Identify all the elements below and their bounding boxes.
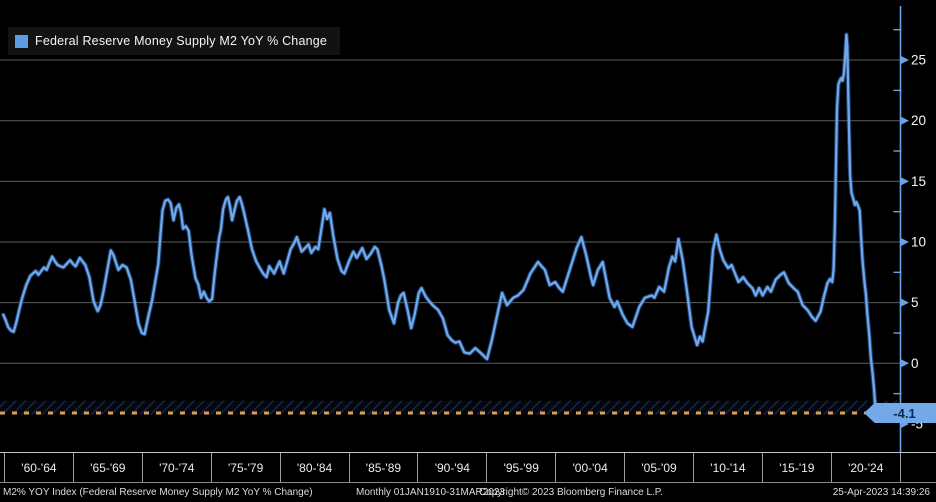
tick-arrow-icon: [900, 298, 909, 308]
x-axis-label: '90-'94: [417, 453, 486, 482]
x-axis-end-divider: [899, 453, 901, 482]
data-period: Monthly 01JAN1910-31MAR2023: [356, 487, 505, 498]
status-bar: M2% YOY Index (Federal Reserve Money Sup…: [0, 484, 936, 502]
y-tick-label: 15: [911, 174, 926, 189]
copyright-notice: Copyright© 2023 Bloomberg Finance L.P.: [479, 487, 663, 498]
y-tick-label: 0: [911, 356, 919, 371]
legend-swatch-icon: [15, 34, 28, 48]
timestamp: 25-Apr-2023 14:39:26: [832, 487, 930, 498]
x-axis-label: '05-'09: [624, 453, 693, 482]
x-axis-label: '65-'69: [72, 453, 142, 482]
y-tick-label: 20: [911, 113, 926, 128]
x-axis-label: '80-'84: [279, 453, 349, 482]
index-description: M2% YOY Index (Federal Reserve Money Sup…: [3, 487, 313, 498]
tick-arrow-icon: [900, 358, 909, 368]
x-axis-label: '85-'89: [348, 453, 418, 482]
tick-arrow-icon: [900, 237, 909, 247]
x-axis-label: '95-'99: [486, 453, 555, 482]
y-tick-label: 10: [911, 235, 926, 250]
legend-label: Federal Reserve Money Supply M2 YoY % Ch…: [35, 34, 328, 48]
x-axis-label: '15-'19: [761, 453, 831, 482]
x-axis-label: '70-'74: [141, 453, 211, 482]
series-line: [2, 33, 877, 415]
series-line-halo: [1, 32, 878, 416]
x-axis-band: '60-'64'65-'69'70-'74'75-'79'80-'84'85-'…: [0, 452, 936, 483]
tick-arrow-icon: [900, 116, 909, 126]
y-tick-label: 5: [911, 295, 919, 310]
hatch-band: [0, 400, 898, 415]
legend[interactable]: Federal Reserve Money Supply M2 YoY % Ch…: [8, 27, 341, 55]
tick-arrow-icon: [900, 55, 909, 65]
x-axis-label: '60-'64: [4, 453, 73, 482]
last-value-label: -4.1: [893, 405, 916, 421]
x-axis-label: '20-'24: [830, 453, 900, 482]
tick-arrow-icon: [900, 176, 909, 186]
y-tick-label: 25: [911, 53, 926, 68]
x-axis-label: '10-'14: [693, 453, 762, 482]
x-axis-label: '00-'04: [555, 453, 624, 482]
last-value-badge: -4.1: [864, 403, 936, 424]
x-axis-label: '75-'79: [210, 453, 280, 482]
